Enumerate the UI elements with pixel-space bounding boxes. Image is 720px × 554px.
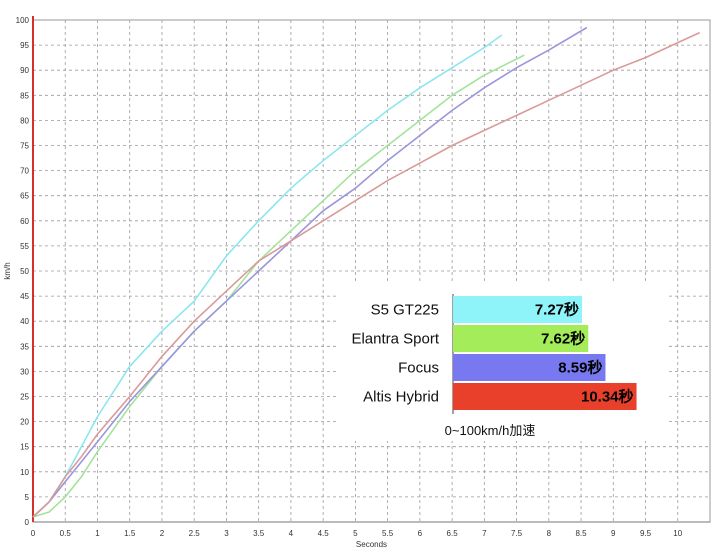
- x-tick-label: 1: [95, 529, 100, 538]
- y-tick-label: 50: [20, 267, 29, 276]
- y-tick-label: 5: [25, 493, 30, 502]
- acceleration-bar-chart: S5 GT225 7.27秒 Elantra Sport 7.62秒 Focus 8.59…: [351, 294, 637, 438]
- x-tick-label: 6.5: [447, 529, 459, 538]
- y-tick-label: 20: [20, 418, 29, 427]
- series-line-3: [32, 26, 588, 518]
- x-tick-label: 10: [673, 529, 682, 538]
- x-tick-label: 8: [547, 529, 552, 538]
- y-tick-label: 60: [20, 217, 29, 226]
- x-tick-label: 0: [31, 529, 36, 538]
- grid: [32, 19, 711, 523]
- bar: [453, 383, 637, 410]
- y-axis-title: km/h: [3, 262, 12, 279]
- y-tick-label: 10: [20, 468, 29, 477]
- bars: S5 GT225 7.27秒 Elantra Sport 7.62秒 Focus 8.59…: [351, 294, 637, 414]
- bar-value-label: 10.34秒: [581, 388, 634, 406]
- bar-value-label: 7.62秒: [541, 330, 585, 348]
- series-line-2: [32, 54, 525, 518]
- x-tick-label: 3: [224, 529, 229, 538]
- y-tick-label: 35: [20, 342, 29, 351]
- series-lines: [32, 26, 701, 518]
- bar-value-label: 7.27秒: [535, 301, 579, 319]
- x-axis-title: Seconds: [356, 540, 387, 549]
- x-tick-label: 6: [418, 529, 423, 538]
- x-tick-label: 9.5: [640, 529, 652, 538]
- x-tick-label: 4: [289, 529, 294, 538]
- bar-chart-title: 0~100km/h加速: [445, 423, 536, 438]
- y-tick-label: 80: [20, 116, 29, 125]
- y-tick-label: 30: [20, 367, 29, 376]
- x-tick-label: 2.5: [189, 529, 201, 538]
- bar: [453, 325, 589, 352]
- y-tick-label: 75: [20, 142, 29, 151]
- y-tick-label: 0: [25, 518, 30, 527]
- y-tick-label: 100: [16, 16, 30, 25]
- axes: 0 0.5 1 1.5 2 2.5 3 3.5 4 4.5 5 5.5 6 6.5 7 7.5 8 8.5 9 9.5…: [16, 16, 710, 538]
- y-tick-label: 55: [20, 242, 29, 251]
- y-tick-label: 90: [20, 66, 29, 75]
- x-tick-label: 1.5: [124, 529, 136, 538]
- y-tick-label: 65: [20, 192, 29, 201]
- y-tick-label: 85: [20, 91, 29, 100]
- x-tick-label: 4.5: [318, 529, 330, 538]
- y-tick-label: 45: [20, 292, 29, 301]
- bar-chart-inset: S5 GT225 7.27秒 Elantra Sport 7.62秒 Focus 8.59…: [338, 281, 666, 441]
- y-tick-label: 15: [20, 443, 29, 452]
- x-tick-label: 5: [353, 529, 358, 538]
- bar-category-label: Altis Hybrid: [363, 389, 439, 406]
- bar: [453, 296, 583, 323]
- bar-category-label: S5 GT225: [371, 302, 439, 319]
- y-tick-label: 25: [20, 393, 29, 402]
- x-tick-label: 0.5: [60, 529, 72, 538]
- series-line-1: [32, 34, 503, 518]
- x-tick-label: 7: [482, 529, 487, 538]
- x-tick-label: 5.5: [382, 529, 394, 538]
- x-tick-label: 7.5: [511, 529, 523, 538]
- x-tick-label: 9: [611, 529, 616, 538]
- x-tick-label: 2: [160, 529, 165, 538]
- y-tick-label: 95: [20, 41, 29, 50]
- x-tick-label: 8.5: [575, 529, 587, 538]
- bar: [453, 354, 606, 381]
- y-tick-label: 40: [20, 317, 29, 326]
- bar-value-label: 8.59秒: [558, 359, 602, 377]
- y-tick-label: 70: [20, 167, 29, 176]
- bar-category-label: Focus: [398, 360, 439, 377]
- x-tick-label: 3.5: [253, 529, 265, 538]
- bar-category-label: Elantra Sport: [351, 331, 439, 348]
- series-line-4: [32, 31, 701, 518]
